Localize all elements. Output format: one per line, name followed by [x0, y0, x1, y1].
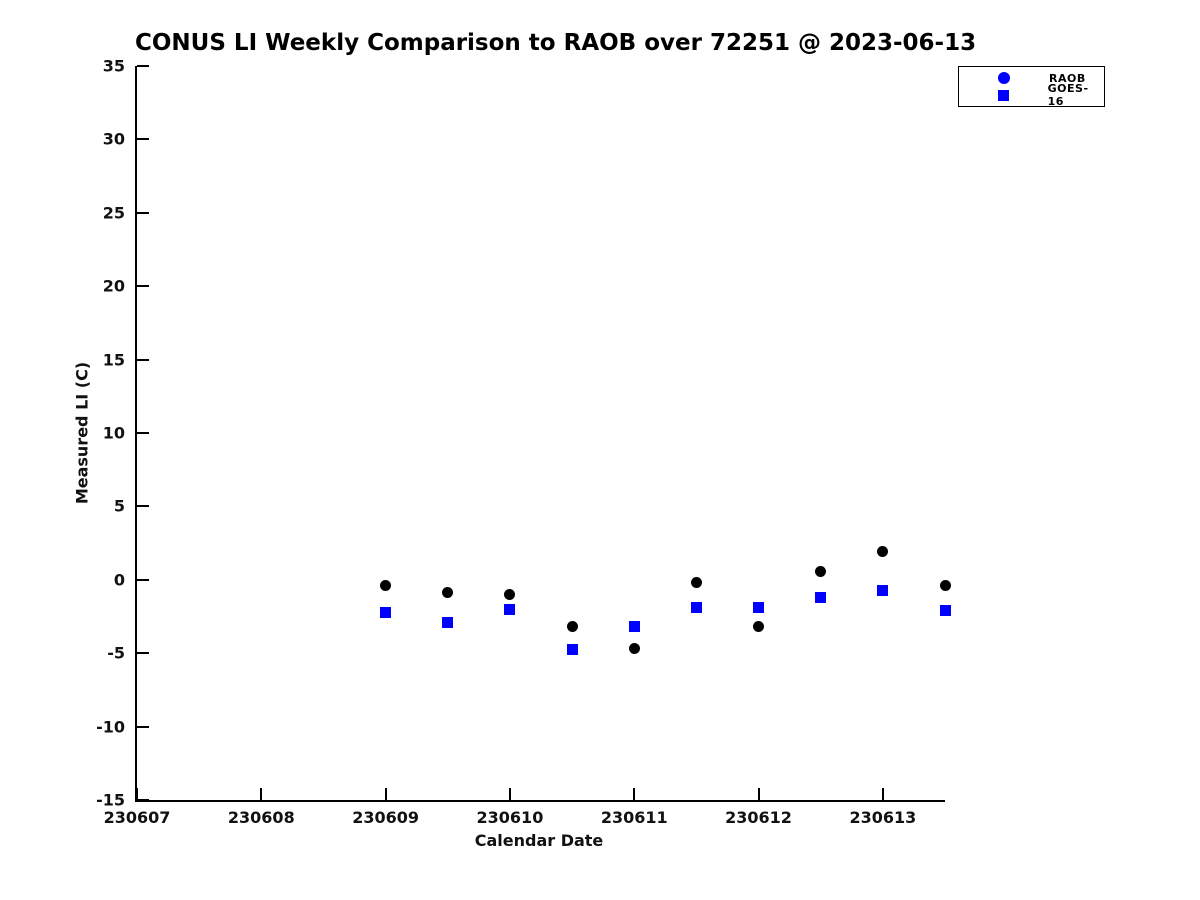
legend: RAOB GOES-16 [958, 66, 1105, 108]
goes-16-data-point [690, 602, 702, 614]
goes-16-data-point [504, 603, 516, 615]
y-axis-tick-label: 30 [102, 129, 125, 149]
legend-label-goes16: GOES-16 [1047, 82, 1089, 108]
x-axis-tick-label: 230608 [227, 808, 295, 827]
y-axis-tick-label: -10 [96, 717, 125, 737]
goes-16-data-point [442, 616, 454, 628]
legend-row-raob: RAOB [959, 70, 1104, 86]
legend-label-raob: RAOB [1049, 71, 1086, 85]
raob-circle-marker-icon [998, 72, 1010, 84]
goes-16-data-point [939, 605, 951, 617]
legend-marker-cell [959, 72, 1049, 84]
x-axis-tick [633, 788, 636, 800]
goes-16-data-point [628, 620, 640, 632]
y-axis-tick-label: 5 [113, 496, 125, 516]
y-axis-tick-label: -5 [107, 643, 125, 663]
chart-title: CONUS LI Weekly Comparison to RAOB over … [135, 30, 977, 56]
raob-data-point [877, 546, 889, 558]
y-axis-tick-label: 10 [102, 423, 125, 443]
x-axis-tick-label: 230609 [352, 808, 420, 827]
raob-data-point [628, 642, 640, 654]
raob-data-point [753, 620, 765, 632]
x-axis-tick [260, 788, 263, 800]
x-axis-tick [384, 788, 387, 800]
raob-data-point [815, 566, 827, 578]
y-axis-tick [137, 138, 149, 141]
raob-data-point [442, 586, 454, 598]
y-axis-tick-label: 35 [102, 56, 125, 76]
y-axis-tick-label: 15 [102, 350, 125, 370]
legend-marker-cell [959, 89, 1048, 101]
y-axis-label: Measured LI (C) [72, 361, 92, 505]
y-axis-tick-label: 25 [102, 203, 125, 223]
x-axis-tick [508, 788, 511, 800]
y-axis-tick [137, 211, 149, 214]
y-axis-tick-label: 20 [102, 276, 125, 296]
raob-data-point [380, 580, 392, 592]
goes-16-data-point [380, 606, 392, 618]
y-axis-tick [137, 358, 149, 361]
x-axis-tick-label: 230611 [600, 808, 668, 827]
y-axis-tick [137, 725, 149, 728]
x-axis-label: Calendar Date [474, 831, 604, 850]
goes-16-data-point [877, 584, 889, 596]
x-axis-tick [881, 788, 884, 800]
y-axis-tick [137, 652, 149, 655]
raob-data-point [939, 580, 951, 592]
x-axis-tick-label: 230613 [849, 808, 917, 827]
y-axis-tick-label: -15 [96, 790, 125, 810]
x-axis-tick-label: 230607 [103, 808, 171, 827]
raob-data-point [504, 588, 516, 600]
x-axis-tick-label: 230610 [476, 808, 544, 827]
y-axis-tick [137, 65, 149, 67]
plot-area: 230607 230608 230609 230610 230611 230612 2306… [96, 57, 951, 827]
y-axis-tick [137, 578, 149, 581]
x-axis-tick [757, 788, 760, 800]
x-axis-tick [136, 788, 138, 800]
y-axis-tick [137, 285, 149, 288]
y-axis-tick [137, 505, 149, 508]
goes-16-data-point [815, 591, 827, 603]
goes-16-data-point [566, 644, 578, 656]
raob-data-point [566, 620, 578, 632]
y-axis-tick-label: 0 [113, 570, 125, 590]
legend-row-goes16: GOES-16 [959, 82, 1104, 108]
y-axis-tick [137, 432, 149, 434]
y-axis-tick [137, 799, 149, 801]
goes16-square-marker-icon [997, 89, 1009, 101]
raob-data-point [690, 576, 702, 588]
goes-16-data-point [753, 602, 765, 614]
x-axis-tick-label: 230612 [725, 808, 792, 827]
